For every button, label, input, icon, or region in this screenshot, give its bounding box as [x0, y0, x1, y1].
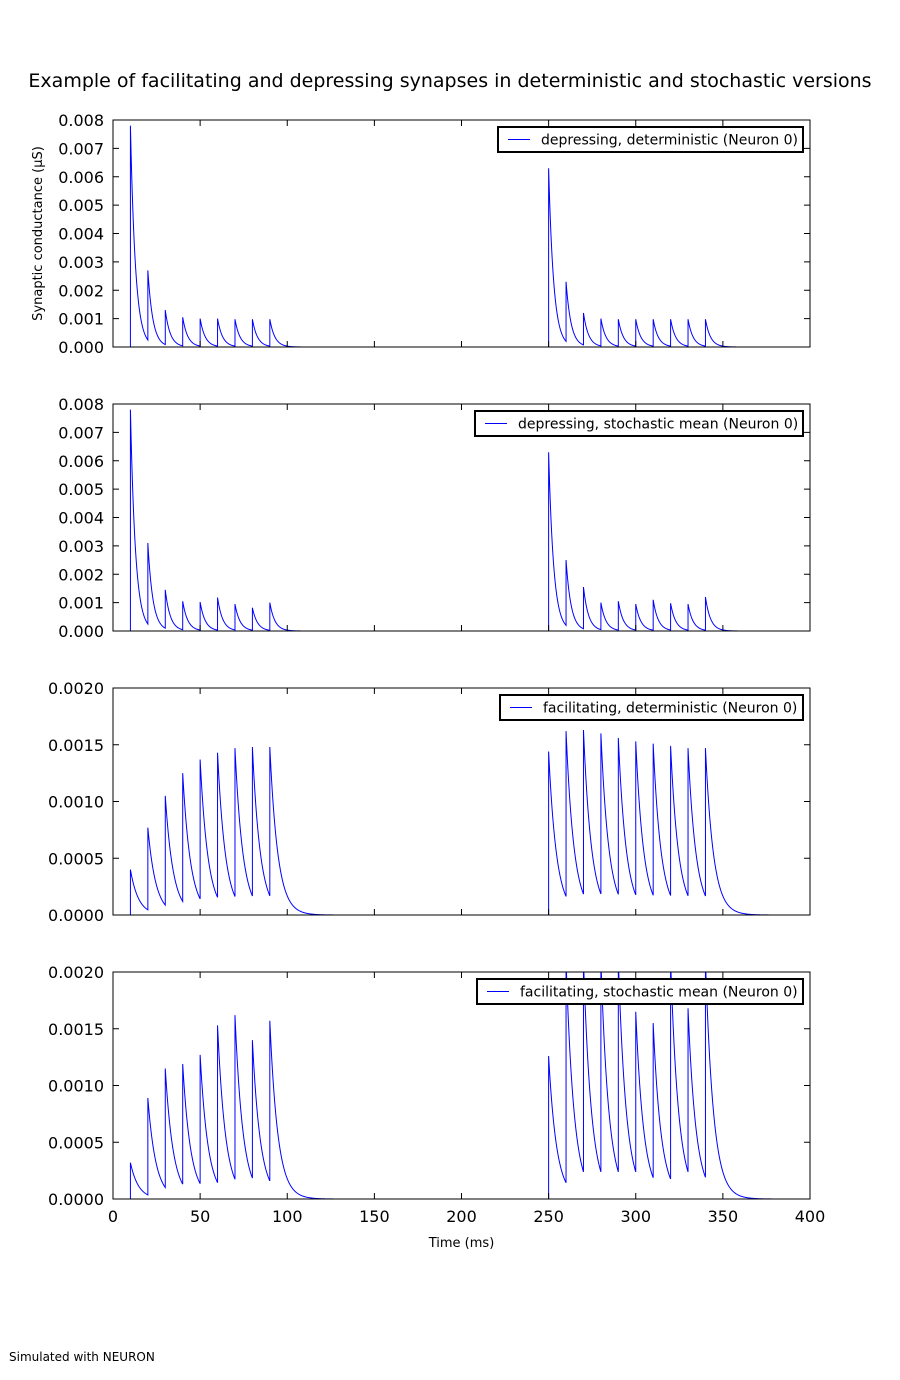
- x-axis-label: Time (ms): [428, 1236, 495, 1251]
- legend-box: [499, 694, 804, 721]
- y-tick-label: 0.0000: [48, 906, 104, 925]
- x-tick-label: 0: [108, 1207, 118, 1226]
- y-tick-label: 0.006: [58, 168, 104, 187]
- x-tick-label: 150: [359, 1207, 390, 1226]
- chart-panel-3: 0.0000 0.0005 0.0010 0.0015 0.0020 facilitati…: [48, 679, 811, 925]
- series-line: [113, 729, 810, 915]
- legend-box: [497, 126, 804, 153]
- y-tick-label: 0.0015: [48, 736, 104, 755]
- x-tick-label: 50: [190, 1207, 210, 1226]
- x-tick-label: 400: [795, 1207, 826, 1226]
- y-tick-label: 0.0020: [48, 963, 104, 982]
- series-line: [113, 972, 810, 1199]
- chart-panel-4: 0.0000 0.0005 0.0010 0.0015 0.0020 0 50 100 150 2…: [48, 963, 826, 1251]
- y-tick-label: 0.001: [58, 594, 104, 613]
- legend: facilitating, stochastic mean (Neuron 0): [476, 978, 804, 1005]
- legend-label: depressing, stochastic mean (Neuron 0): [518, 417, 798, 433]
- y-tick-label: 0.005: [58, 480, 104, 499]
- series-line: [113, 409, 810, 631]
- y-tick-label: 0.0000: [48, 1190, 104, 1209]
- y-tick-label: 0.0005: [48, 1133, 104, 1152]
- y-tick-label: 0.0005: [48, 849, 104, 868]
- y-tick-label: 0.004: [58, 509, 104, 528]
- y-tick-label: 0.003: [58, 253, 104, 272]
- figure-title: Example of facilitating and depressing s…: [28, 70, 872, 92]
- y-tick-label: 0.008: [58, 395, 104, 414]
- y-tick-label: 0.000: [58, 622, 104, 641]
- y-tick-label: 0.001: [58, 310, 104, 329]
- y-axis-label: Synaptic conductance (µS): [31, 146, 46, 321]
- y-tick-label: 0.0010: [48, 1077, 104, 1096]
- x-tick-label: 300: [620, 1207, 651, 1226]
- y-tick-label: 0.006: [58, 452, 104, 471]
- y-tick-label: 0.008: [58, 111, 104, 130]
- y-tick-label: 0.005: [58, 196, 104, 215]
- y-tick-label: 0.004: [58, 225, 104, 244]
- legend: facilitating, deterministic (Neuron 0): [499, 694, 804, 721]
- legend-label: depressing, deterministic (Neuron 0): [541, 133, 798, 149]
- legend-label: facilitating, stochastic mean (Neuron 0): [520, 985, 798, 1001]
- y-tick-label: 0.000: [58, 338, 104, 357]
- footer-credit: Simulated with NEURON: [9, 1350, 155, 1364]
- y-tick-label: 0.0010: [48, 793, 104, 812]
- legend-box: [474, 410, 804, 437]
- y-tick-label: 0.002: [58, 565, 104, 584]
- y-tick-label: 0.007: [58, 423, 104, 442]
- legend: depressing, deterministic (Neuron 0): [497, 126, 804, 153]
- plot-frame: [112, 119, 811, 348]
- y-tick-label: 0.0020: [48, 679, 104, 698]
- x-tick-label: 350: [708, 1207, 739, 1226]
- y-tick-label: 0.007: [58, 139, 104, 158]
- legend: depressing, stochastic mean (Neuron 0): [474, 410, 804, 437]
- x-tick-label: 100: [272, 1207, 303, 1226]
- chart-panel-2: 0.000 0.001 0.002 0.003 0.004 0.005 0.006 0.007…: [58, 395, 811, 641]
- x-tick-label: 250: [533, 1207, 564, 1226]
- x-tick-label: 200: [446, 1207, 477, 1226]
- series-line: [113, 125, 810, 347]
- legend-label: facilitating, deterministic (Neuron 0): [543, 701, 797, 717]
- y-tick-label: 0.0015: [48, 1020, 104, 1039]
- chart-panel-1: 0.000 0.001 0.002 0.003 0.004 0.005 0.006 0.007…: [31, 111, 811, 357]
- y-tick-label: 0.003: [58, 537, 104, 556]
- legend-box: [476, 978, 804, 1005]
- y-tick-label: 0.002: [58, 281, 104, 300]
